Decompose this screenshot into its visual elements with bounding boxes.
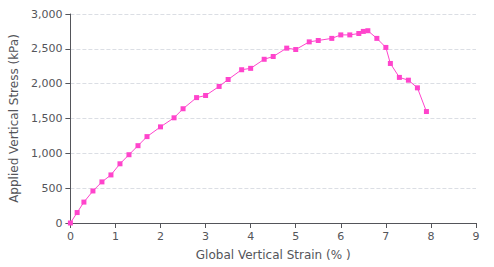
svg-text:Global Vertical Strain (% ): Global Vertical Strain (% )	[196, 248, 351, 262]
svg-text:1,500: 1,500	[31, 112, 63, 125]
svg-text:6: 6	[337, 230, 344, 243]
svg-text:500: 500	[41, 182, 62, 195]
svg-text:2,500: 2,500	[31, 42, 63, 55]
svg-text:3,000: 3,000	[31, 8, 63, 21]
svg-text:0: 0	[67, 230, 74, 243]
svg-text:1,000: 1,000	[31, 147, 63, 160]
svg-text:1: 1	[112, 230, 119, 243]
svg-text:5: 5	[292, 230, 299, 243]
svg-text:0: 0	[55, 217, 62, 230]
svg-text:2,000: 2,000	[31, 77, 63, 90]
svg-text:7: 7	[382, 230, 389, 243]
svg-text:9: 9	[473, 230, 480, 243]
svg-text:3: 3	[202, 230, 209, 243]
svg-text:8: 8	[427, 230, 434, 243]
svg-text:2: 2	[157, 230, 164, 243]
svg-text:Applied Vertical Stress (kPa): Applied Vertical Stress (kPa)	[7, 34, 21, 203]
svg-text:4: 4	[247, 230, 254, 243]
